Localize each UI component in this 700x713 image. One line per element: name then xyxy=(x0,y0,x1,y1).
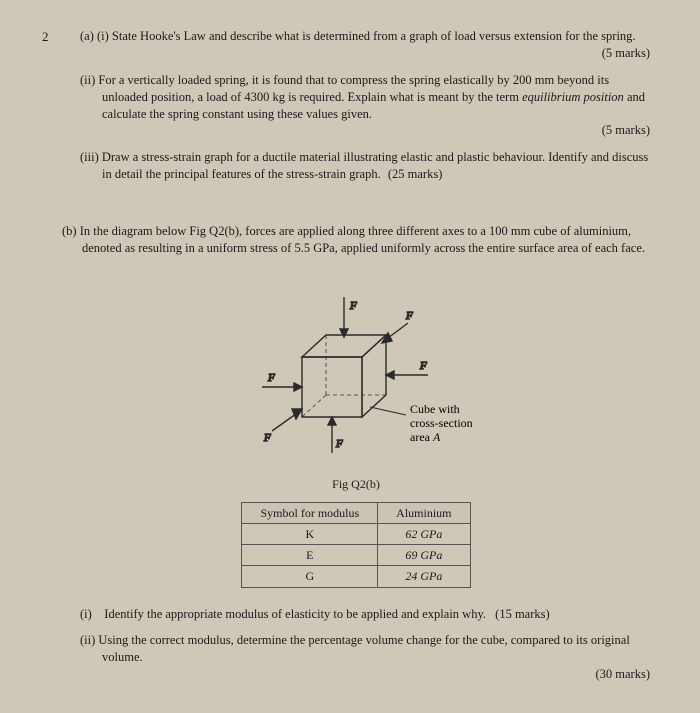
table-cell-val: 62 GPa xyxy=(378,524,470,545)
part-a-i: (a) (i) State Hooke's Law and describe w… xyxy=(80,28,650,62)
part-b-ii: (ii) Using the correct modulus, determin… xyxy=(80,632,650,683)
table-row: G 24 GPa xyxy=(242,566,470,587)
part-a-i-text: (a) (i) State Hooke's Law and describe w… xyxy=(80,29,636,43)
table-h2: Aluminium xyxy=(378,502,470,523)
table-cell-val: 24 GPa xyxy=(378,566,470,587)
part-b-i: (i) Identify the appropriate modulus of … xyxy=(80,606,650,623)
part-a-iii-text: (iii) Draw a stress-strain graph for a d… xyxy=(80,150,648,181)
table-row: E 69 GPa xyxy=(242,545,470,566)
table-cell-sym: K xyxy=(242,524,378,545)
svg-text:F⃗: F⃗ xyxy=(335,438,351,450)
svg-text:F⃗: F⃗ xyxy=(405,310,421,322)
part-b-intro: (b) In the diagram below Fig Q2(b), forc… xyxy=(62,223,650,257)
table-cell-val: 69 GPa xyxy=(378,545,470,566)
table-h1: Symbol for modulus xyxy=(242,502,378,523)
table-cell-sym: G xyxy=(242,566,378,587)
svg-text:F⃗: F⃗ xyxy=(349,300,365,312)
part-a-i-marks: (5 marks) xyxy=(602,45,650,62)
table-cell-sym: E xyxy=(242,545,378,566)
part-a-ii-marks: (5 marks) xyxy=(602,122,650,139)
figure-q2b: F⃗ F⃗ F⃗ F⃗ F⃗ F⃗ xyxy=(62,275,650,470)
table-header-row: Symbol for modulus Aluminium xyxy=(242,502,470,523)
svg-text:F⃗: F⃗ xyxy=(263,432,279,444)
svg-text:F⃗: F⃗ xyxy=(419,360,435,372)
part-b-ii-text: (ii) Using the correct modulus, determin… xyxy=(80,633,630,664)
part-a-ii-text: (ii) For a vertically loaded spring, it … xyxy=(80,73,645,121)
part-b-i-text: (i) Identify the appropriate modulus of … xyxy=(80,607,486,621)
part-b-ii-marks: (30 marks) xyxy=(596,666,651,683)
modulus-table: Symbol for modulus Aluminium K 62 GPa E … xyxy=(62,502,650,588)
question-number: 2 xyxy=(42,28,49,46)
part-b-intro-text: (b) In the diagram below Fig Q2(b), forc… xyxy=(62,224,645,255)
part-a-ii: (ii) For a vertically loaded spring, it … xyxy=(80,72,650,140)
svg-text:F⃗: F⃗ xyxy=(267,372,283,384)
figure-caption: Fig Q2(b) xyxy=(62,476,650,492)
part-b-i-marks: (15 marks) xyxy=(495,607,550,621)
table-row: K 62 GPa xyxy=(242,524,470,545)
svg-text:Cube with cross-sectio: Cube with cross-section area A xyxy=(410,402,476,444)
part-a-iii-marks: (25 marks) xyxy=(388,167,443,181)
part-a-iii: (iii) Draw a stress-strain graph for a d… xyxy=(80,149,650,183)
